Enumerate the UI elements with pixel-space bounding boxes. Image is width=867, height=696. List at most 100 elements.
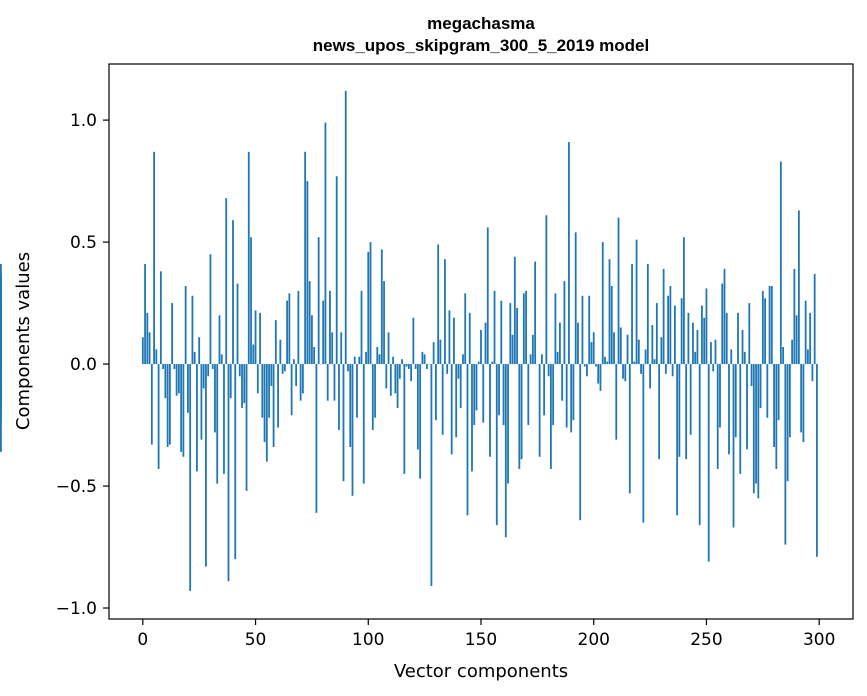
bar <box>716 364 719 469</box>
x-axis-label: Vector components <box>394 661 568 682</box>
bar <box>295 364 298 387</box>
bar <box>317 237 320 365</box>
bar <box>552 364 555 426</box>
bar <box>624 364 627 382</box>
bar <box>283 364 286 372</box>
bar <box>559 322 561 365</box>
bar <box>484 322 487 365</box>
bar <box>696 329 699 365</box>
bar <box>272 364 275 448</box>
bar <box>304 151 307 365</box>
bar <box>737 312 739 365</box>
bar <box>748 303 751 365</box>
bar <box>572 364 575 421</box>
bar <box>556 351 559 365</box>
bar <box>430 364 433 587</box>
bar <box>439 339 442 365</box>
bar <box>615 364 618 440</box>
bar <box>725 312 728 365</box>
bar <box>398 364 401 379</box>
bar <box>441 364 444 435</box>
bar <box>518 364 521 469</box>
bar <box>168 364 171 445</box>
bar <box>477 361 480 365</box>
bar <box>565 364 568 428</box>
bar <box>755 364 757 484</box>
bar <box>180 364 183 452</box>
bar <box>779 161 782 365</box>
bar <box>148 332 151 365</box>
bar <box>687 312 690 365</box>
bar <box>191 295 194 365</box>
bar <box>486 227 489 365</box>
bar <box>254 310 257 365</box>
bar <box>342 364 345 482</box>
bar <box>777 364 780 421</box>
bar <box>164 364 167 399</box>
bar <box>766 364 769 418</box>
bar <box>279 339 282 365</box>
bar <box>689 364 692 435</box>
y-tick-label: −1.0 <box>56 599 97 619</box>
bar <box>259 312 261 365</box>
bar <box>374 364 376 418</box>
bar <box>425 364 428 369</box>
bar <box>281 364 284 374</box>
bar <box>277 364 279 428</box>
bar <box>196 364 198 472</box>
bar <box>141 337 144 365</box>
bar <box>349 364 352 448</box>
bar <box>635 239 638 365</box>
bar <box>520 364 523 460</box>
bar <box>351 364 354 496</box>
bar <box>416 364 419 450</box>
bar <box>466 364 469 516</box>
bar <box>421 351 424 365</box>
bar <box>232 220 234 365</box>
bar <box>610 286 613 365</box>
bar <box>507 364 509 484</box>
bar <box>516 307 518 365</box>
bar <box>347 364 349 372</box>
bar <box>412 317 415 365</box>
bar <box>644 349 647 365</box>
bar <box>202 364 205 389</box>
bar <box>475 364 478 411</box>
bar <box>407 364 410 369</box>
x-ticks-group: 0 50 100 150 200 250 300 <box>137 619 835 650</box>
bar <box>633 361 636 365</box>
bar <box>480 329 482 365</box>
bar <box>631 264 633 365</box>
bar <box>171 303 174 365</box>
bar <box>313 346 316 365</box>
bar <box>286 300 289 365</box>
bar <box>448 310 451 365</box>
x-tick-label: 50 <box>245 630 267 650</box>
bar <box>599 364 602 391</box>
bar <box>545 215 548 365</box>
bar <box>214 364 216 433</box>
bar <box>392 356 394 365</box>
bar <box>509 303 512 365</box>
bar <box>608 259 611 365</box>
y-tick-label: 1.0 <box>70 111 97 131</box>
bar <box>793 268 796 365</box>
bar <box>495 364 498 526</box>
bar <box>358 356 361 365</box>
bar <box>543 364 546 416</box>
bar <box>538 364 541 457</box>
x-tick-label: 150 <box>465 630 497 650</box>
bar <box>669 286 672 365</box>
bar <box>493 290 496 365</box>
bar <box>491 361 494 365</box>
bar <box>324 122 327 365</box>
bar <box>728 364 730 455</box>
bar <box>468 312 471 365</box>
bar <box>651 325 654 365</box>
plot-frame <box>108 63 854 620</box>
bar <box>207 364 210 377</box>
bar <box>807 349 809 365</box>
bar <box>588 295 591 365</box>
bar <box>759 364 762 408</box>
